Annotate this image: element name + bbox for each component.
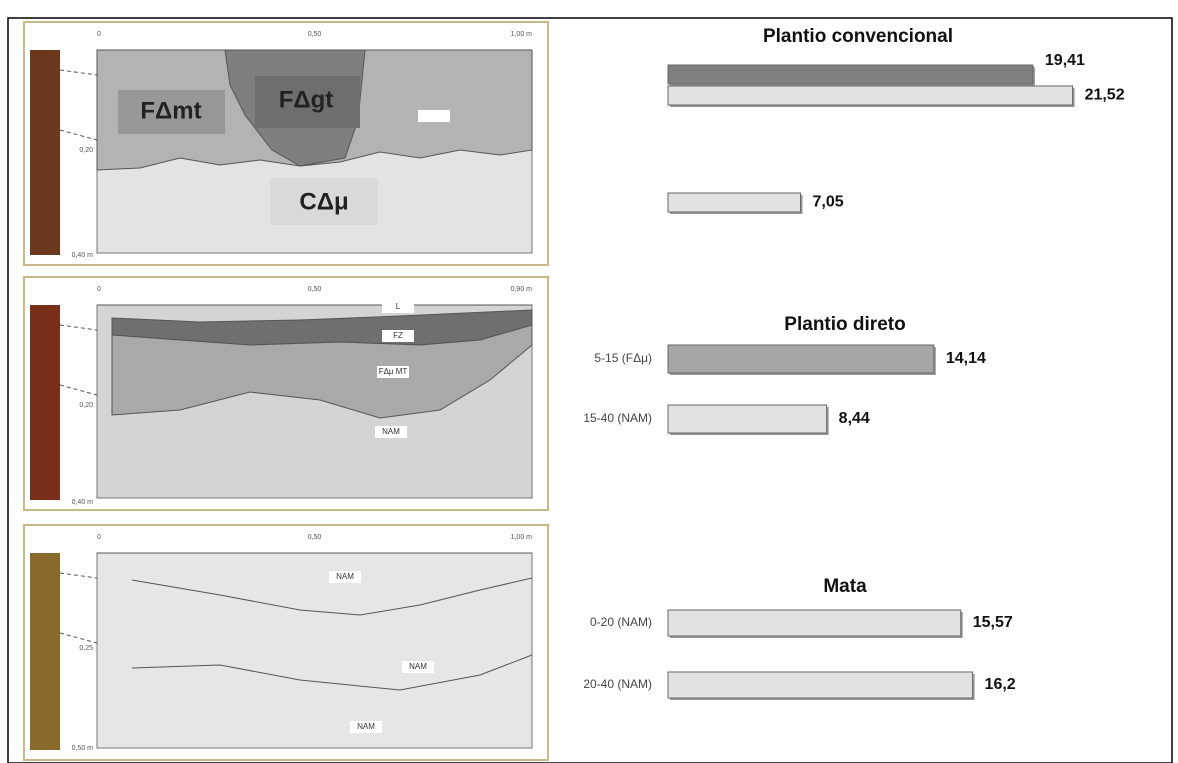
horizon-label: FΔgt: [279, 86, 334, 113]
top-tick-label: 0: [97, 534, 101, 541]
horizon-label: CΔμ: [299, 188, 348, 215]
value-label: 19,41: [1045, 52, 1085, 69]
category-label: 15-40 (NAM): [583, 411, 652, 425]
horizon-label: FΔmt: [424, 111, 444, 120]
bar: [667, 344, 935, 374]
horizon-label: L: [396, 302, 401, 311]
value-label: 21,52: [1085, 87, 1125, 104]
profile-area: [96, 552, 533, 749]
bar: [667, 192, 802, 213]
value-label: 15,57: [973, 614, 1013, 631]
depth-tick-label: 0,50 m: [72, 745, 94, 752]
chart-title: Plantio direto: [784, 314, 905, 335]
soil-photo: [30, 50, 60, 255]
value-label: 16,2: [985, 676, 1016, 693]
profile-panel: 0 0,50 1,00 m 0,20 0,40 m FΔmt FΔgt FΔmt CΔμ: [23, 21, 549, 266]
label-box: [270, 178, 378, 225]
horizon-label: NAM: [382, 427, 400, 436]
chart-title: Plantio convencional: [763, 26, 953, 47]
horizon-label: NAM: [336, 572, 354, 581]
boundary-guide: [59, 69, 98, 141]
chart-title: Mata: [823, 576, 867, 597]
top-tick-label: 1,00 m: [511, 534, 533, 541]
soil-layer: [131, 577, 533, 691]
label-box: [118, 90, 225, 134]
horizon-label: FΔmt: [140, 97, 201, 124]
horizon-label: FZ: [393, 331, 403, 340]
label-bg: [382, 301, 414, 313]
bar-chart: Plantio direto 14,14 5-15 (FΔμ) 8,44 15-40 (…: [583, 314, 986, 435]
label-bg: [402, 661, 434, 673]
boundary-guide: [59, 572, 98, 644]
value-label: 7,05: [813, 194, 844, 211]
depth-tick-label: 0,40 m: [72, 252, 94, 259]
label-box: [255, 76, 360, 128]
bar: [667, 671, 974, 699]
category-label: 20-40 (NAM): [583, 677, 652, 691]
depth-tick-label: 0,25: [79, 645, 93, 652]
boundary-guide: [59, 324, 98, 396]
value-label: 8,44: [839, 410, 870, 427]
label-bg: [377, 366, 409, 378]
bar-chart: Mata 15,57 0-20 (NAM) 16,2 20-40 (NAM): [583, 576, 1016, 700]
category-label: 0-20 (NAM): [590, 615, 652, 629]
horizon-label: NAM: [357, 722, 375, 731]
bar: [667, 85, 1074, 106]
top-tick-label: 0,50: [308, 31, 322, 38]
soil-photo: [30, 305, 60, 500]
top-tick-label: 1,00 m: [511, 31, 533, 38]
bar: [667, 404, 828, 434]
label-bg: [382, 330, 414, 342]
top-tick-label: 0: [97, 286, 101, 293]
label-bg: [329, 571, 361, 583]
top-tick-label: 0,50: [308, 534, 322, 541]
soil-layer: [111, 324, 533, 419]
value-label: 14,14: [946, 350, 986, 367]
top-tick-label: 0,90 m: [511, 286, 533, 293]
profile-panel: 0 0,50 0,90 m 0,20 0,40 m L FZ FΔμ MT NAM: [23, 276, 549, 511]
label-bg: [350, 721, 382, 733]
depth-tick-label: 0,20: [79, 147, 93, 154]
soil-photo: [30, 553, 60, 750]
bar-chart: Plantio convencional 19,41 21,52 7,05: [667, 26, 1125, 214]
horizon-label: NAM: [409, 662, 427, 671]
depth-tick-label: 0,20: [79, 402, 93, 409]
horizon-label: FΔμ MT: [379, 367, 408, 376]
label-bg: [375, 426, 407, 438]
bar: [667, 64, 1034, 85]
bar: [667, 609, 962, 637]
top-tick-label: 0,50: [308, 286, 322, 293]
category-label: 5-15 (FΔμ): [594, 351, 652, 365]
label-bg: [418, 110, 450, 122]
profile-panel: 0 0,50 1,00 m 0,25 0,50 m NAM NAM NAM: [23, 524, 549, 761]
depth-tick-label: 0,40 m: [72, 499, 94, 506]
top-tick-label: 0: [97, 31, 101, 38]
